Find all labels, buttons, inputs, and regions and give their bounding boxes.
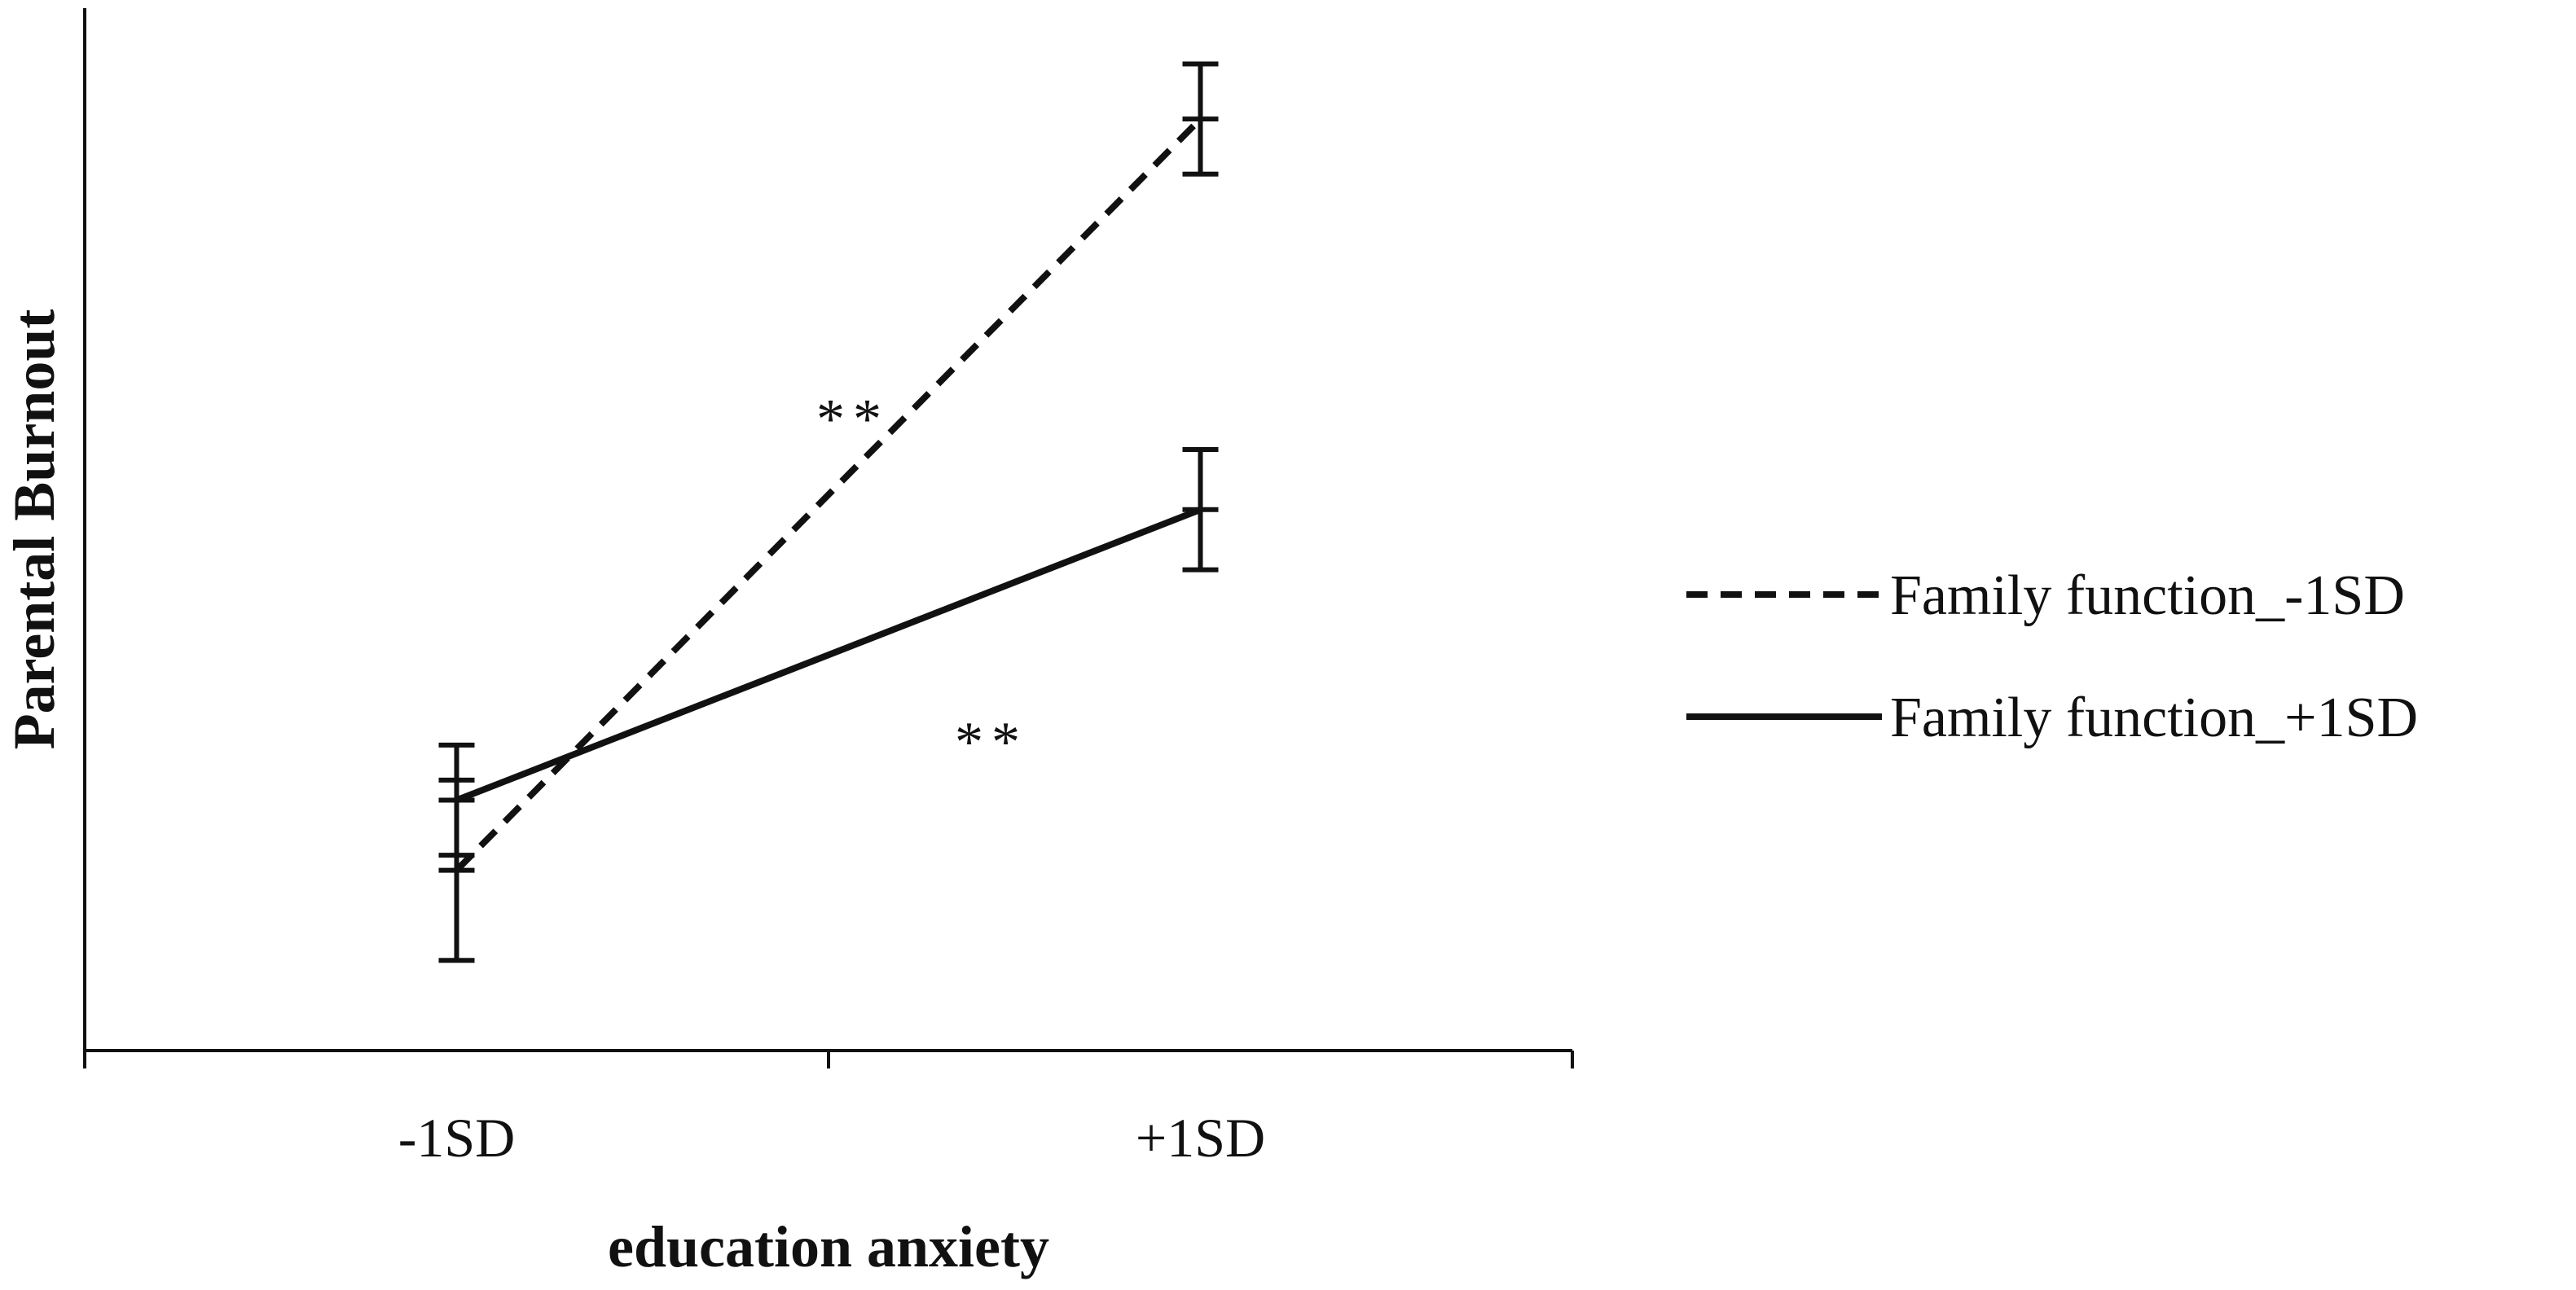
series-layer — [438, 61, 1219, 963]
y-axis-title: Parental Burnout — [2, 309, 67, 750]
x-tick-label: -1SD — [398, 1107, 516, 1169]
x-axis-title: education anxiety — [608, 1214, 1049, 1279]
legend-entry: Family function_+1SD — [1686, 687, 2418, 749]
x-tick-labels: -1SD +1SD — [398, 1107, 1265, 1169]
annotation-layer: ** ** — [816, 388, 1028, 774]
legend-label: Family function_-1SD — [1890, 564, 2405, 627]
significance-annotation: ** — [955, 711, 1028, 774]
plot-area: -1SD +1SD ** ** — [83, 8, 1574, 1169]
error-bar — [438, 742, 475, 858]
series-line — [454, 116, 1203, 873]
series-line — [455, 507, 1202, 804]
x-ticks — [83, 1051, 1574, 1068]
x-tick-label: +1SD — [1136, 1107, 1265, 1169]
legend-label: Family function_+1SD — [1890, 687, 2418, 749]
significance-annotation: ** — [816, 388, 890, 450]
error-bar — [1182, 61, 1219, 177]
legend: Family function_-1SD Family function_+1SD — [1686, 564, 2418, 749]
error-bar — [1182, 447, 1219, 573]
legend-entry: Family function_-1SD — [1686, 564, 2405, 627]
